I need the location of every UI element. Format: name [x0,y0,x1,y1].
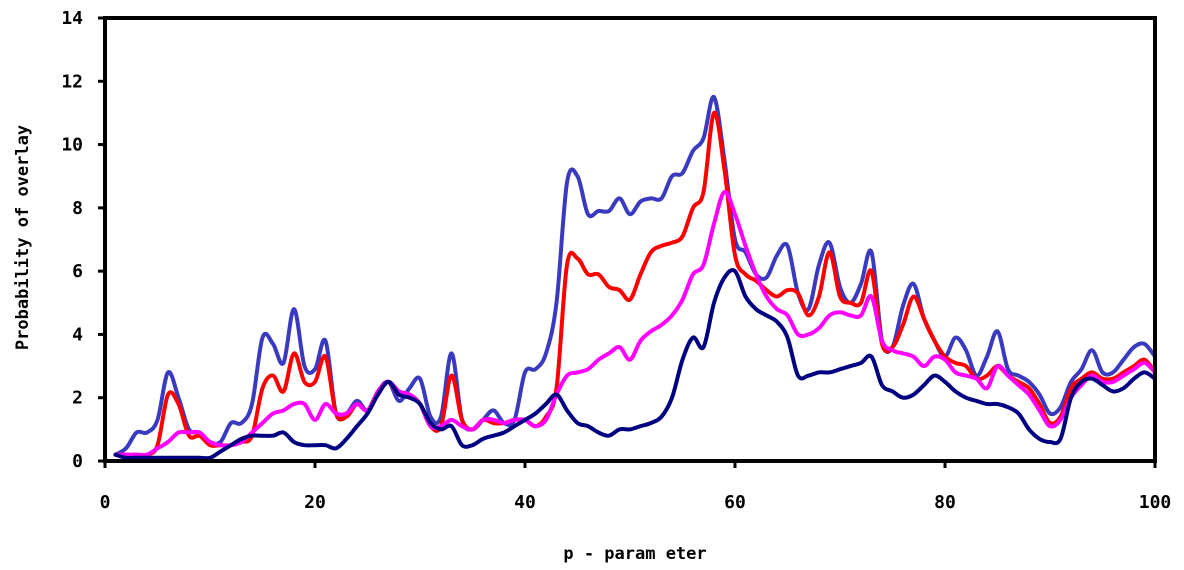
y-tick-label: 6 [72,261,83,282]
axis-layer: 0 20 40 60 80 100 0 2 4 6 8 10 12 14 [61,8,1171,513]
y-tick-label: 0 [72,451,83,472]
x-tick-label: 0 [100,492,111,513]
x-tick-label: 40 [514,492,536,513]
x-tick-label: 100 [1139,492,1172,513]
y-tick-label: 12 [61,71,83,92]
y-tick-label: 10 [61,135,83,156]
series-line-3 [113,190,1157,458]
x-tick-label: 60 [724,492,746,513]
series-line-4 [113,268,1157,461]
y-tick-label: 8 [72,198,83,219]
y-tick-label: 14 [61,8,83,29]
x-tick-label: 80 [934,492,956,513]
y-axis-title: Probability of overlay [13,125,33,350]
x-tick-label: 20 [304,492,326,513]
series-line-1 [113,95,1157,457]
y-tick-label: 4 [72,324,83,345]
series-layer [113,95,1157,461]
x-axis-title: p - param eter [563,544,706,564]
y-tick-label: 2 [72,388,83,409]
plot-area-frame [103,16,1157,463]
